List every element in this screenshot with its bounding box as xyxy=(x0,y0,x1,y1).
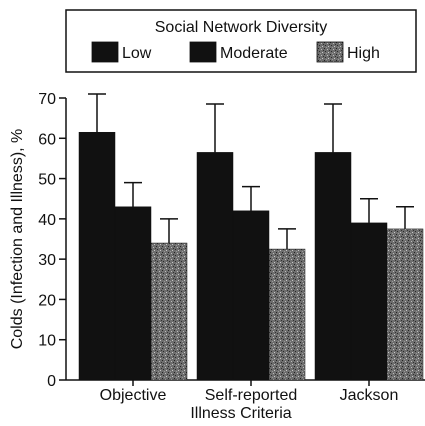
y-tick-label-0: 0 xyxy=(47,373,56,390)
legend-title: Social Network Diversity xyxy=(155,19,327,36)
legend-swatch-high xyxy=(316,41,344,63)
bar-moderate-0 xyxy=(114,206,152,381)
category-labels: Objective Self-reported Jackson xyxy=(100,380,399,404)
bar-high-0 xyxy=(150,242,188,381)
y-ticks: 0 10 20 30 40 50 60 70 xyxy=(38,91,66,390)
bar-low-0 xyxy=(78,131,116,381)
y-tick-label-30: 30 xyxy=(38,252,56,269)
bar-low-2 xyxy=(314,152,352,381)
y-tick-label-40: 40 xyxy=(38,212,56,229)
legend-swatch-low xyxy=(91,41,119,63)
legend-items: Low Moderate High xyxy=(91,41,380,63)
bar-moderate-2 xyxy=(350,222,388,381)
bar-low-1 xyxy=(196,152,234,381)
y-tick-label-20: 20 xyxy=(38,292,56,309)
category-label-2: Jackson xyxy=(340,387,399,404)
bar-high-2 xyxy=(386,228,424,381)
legend-swatch-moderate xyxy=(189,41,217,63)
error-bars xyxy=(88,93,414,250)
category-label-0: Objective xyxy=(100,387,167,404)
legend-box xyxy=(65,9,417,73)
legend-label-moderate: Moderate xyxy=(220,45,288,62)
bar-high-1 xyxy=(268,248,306,381)
y-tick-label-60: 60 xyxy=(38,131,56,148)
category-label-1: Self-reported xyxy=(205,387,298,404)
bars xyxy=(78,131,424,381)
legend: Social Network Diversity Low Moderate High xyxy=(65,9,417,73)
bar-moderate-1 xyxy=(232,210,270,381)
legend-label-high: High xyxy=(347,45,380,62)
y-tick-label-10: 10 xyxy=(38,333,56,350)
x-axis-title: Illness Criteria xyxy=(190,405,291,422)
y-axis-title: Colds (Infection and Illness), % xyxy=(9,129,26,350)
y-tick-label-50: 50 xyxy=(38,172,56,189)
legend-label-low: Low xyxy=(122,45,152,62)
y-tick-label-70: 70 xyxy=(38,91,56,108)
